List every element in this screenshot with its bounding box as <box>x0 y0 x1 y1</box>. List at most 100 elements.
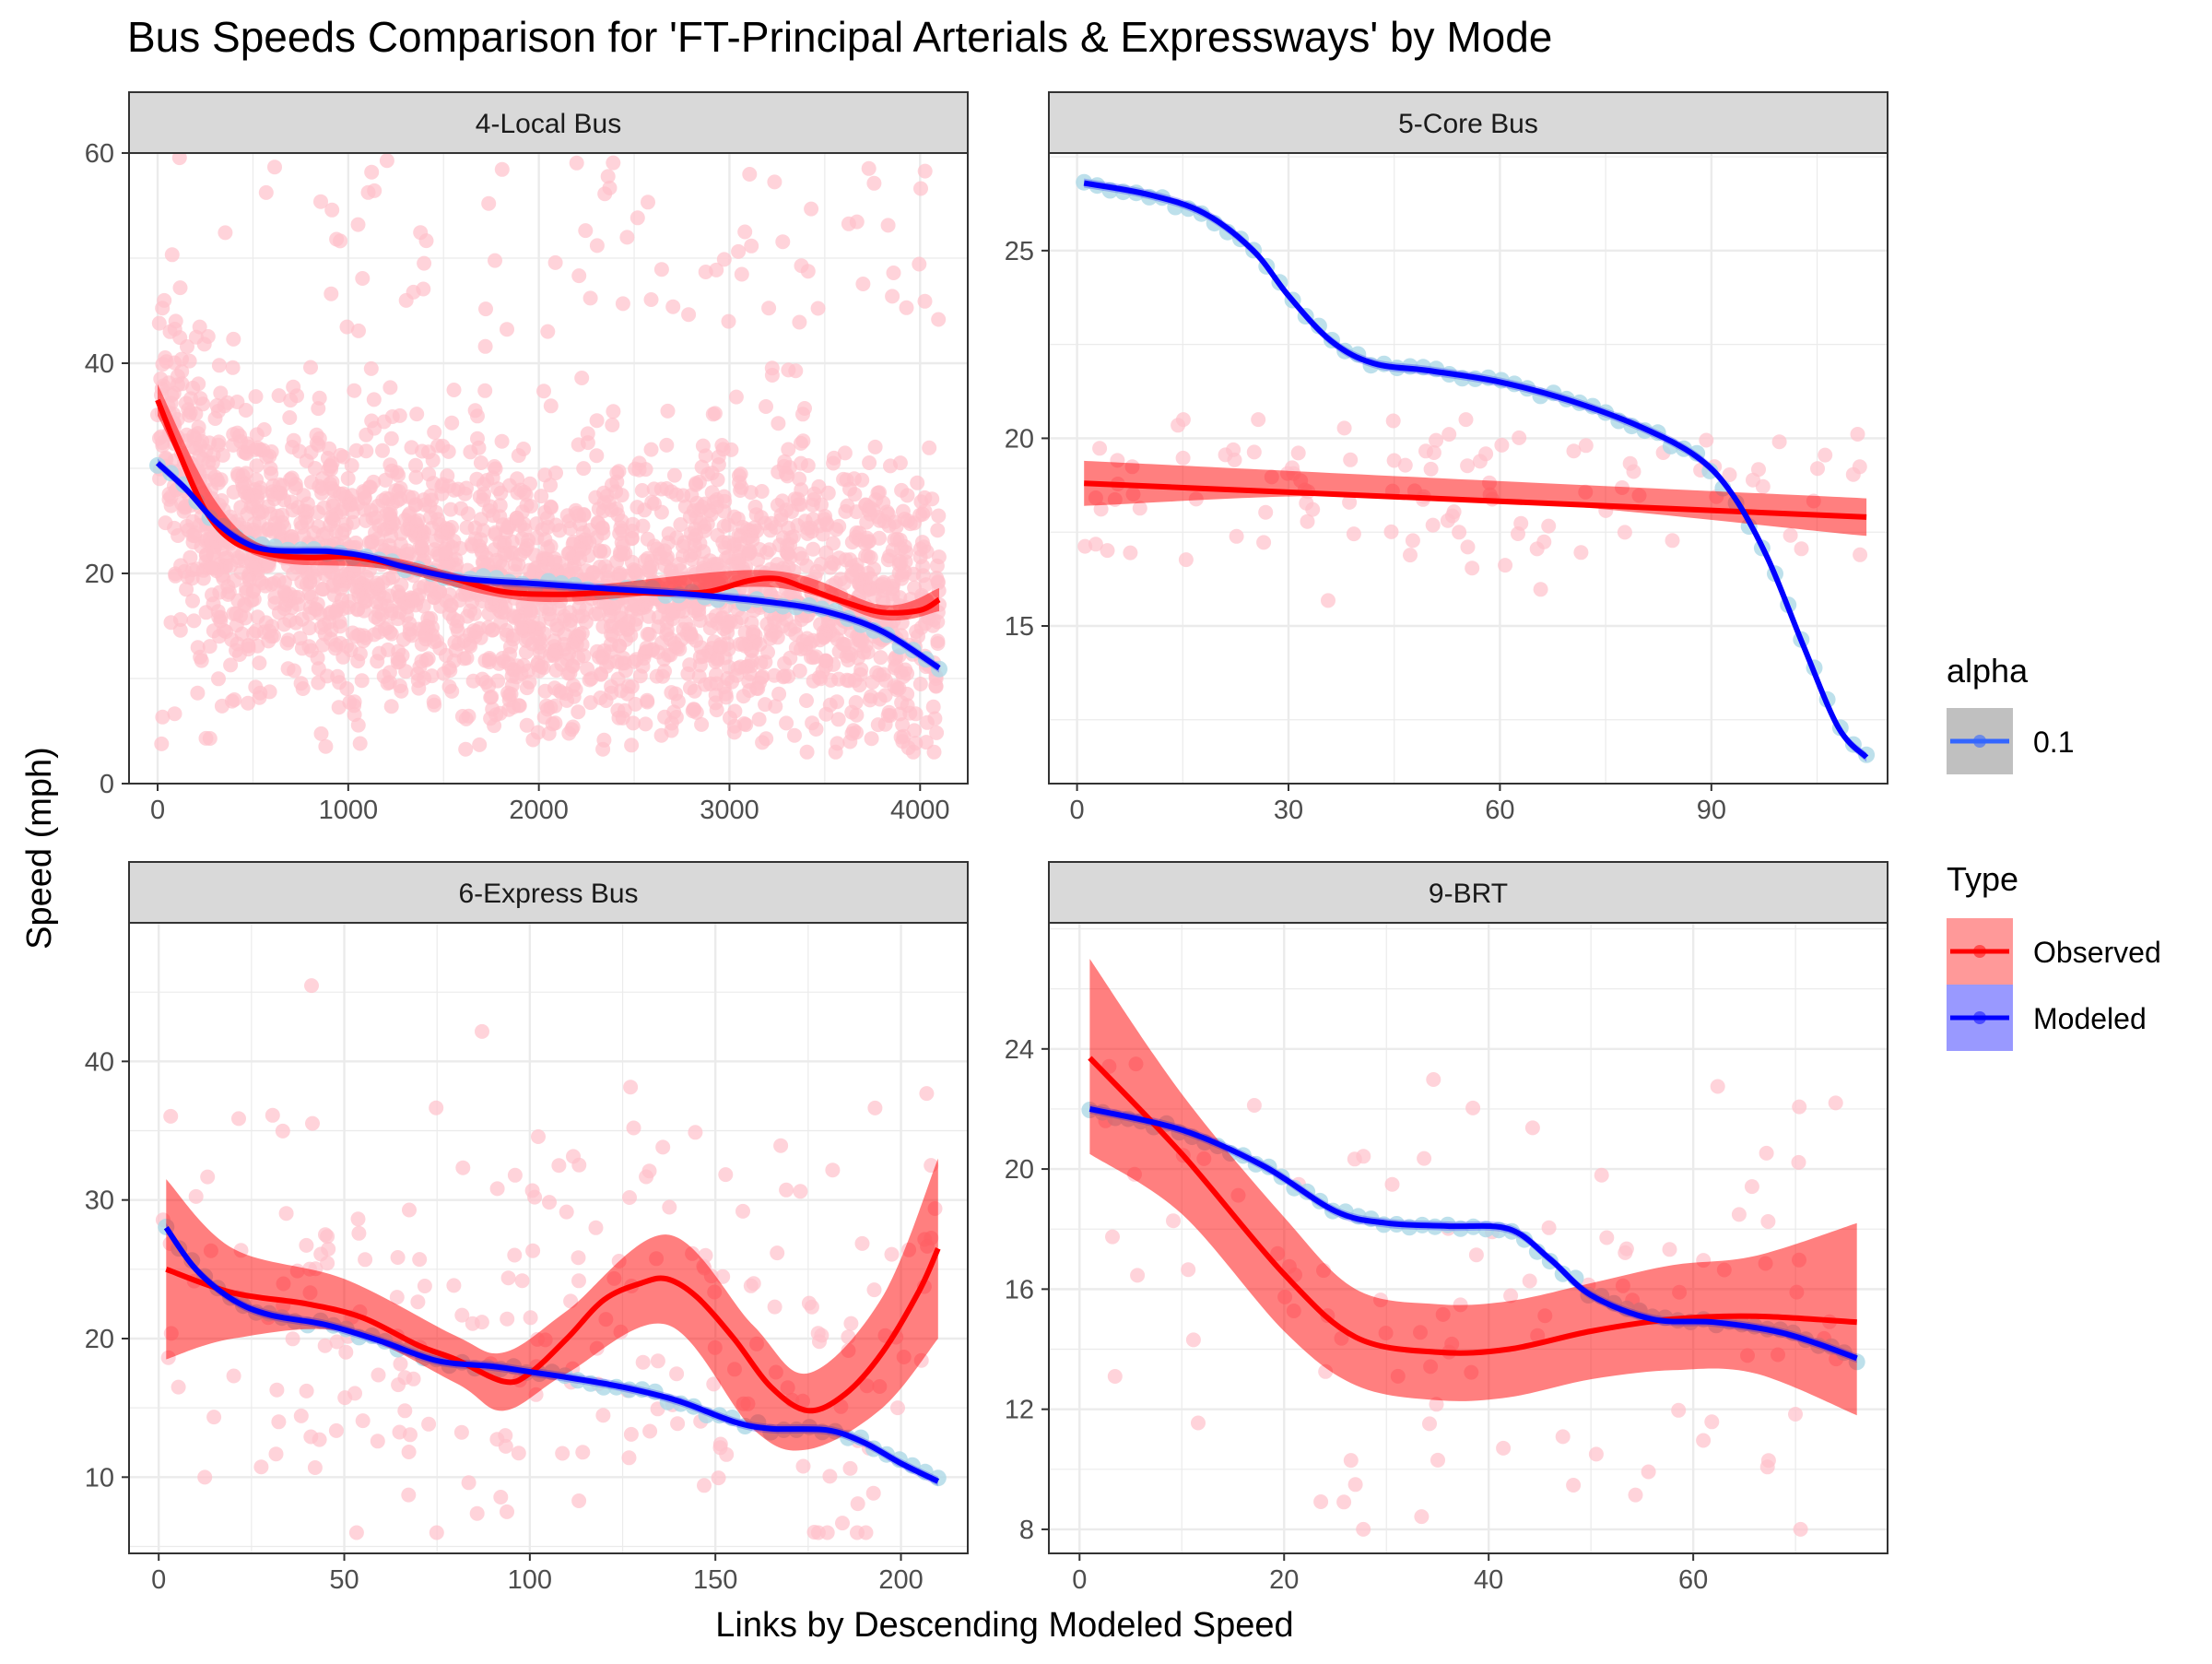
observed-point <box>1346 526 1361 542</box>
observed-point <box>599 488 615 503</box>
observed-point <box>571 704 586 720</box>
observed-point <box>1227 452 1242 467</box>
observed-point <box>1429 1397 1444 1412</box>
observed-point <box>531 1129 546 1144</box>
observed-point <box>313 726 329 741</box>
panel-border <box>128 152 969 785</box>
observed-point <box>560 546 576 561</box>
observed-point <box>1092 441 1108 456</box>
observed-point <box>595 619 611 634</box>
observed-point <box>1336 420 1352 436</box>
observed-point <box>483 499 499 514</box>
observed-point <box>1300 513 1315 529</box>
observed-point <box>855 277 871 291</box>
observed-point <box>507 1167 523 1183</box>
observed-point <box>835 1516 850 1531</box>
x-tick-label: 0 <box>1070 796 1085 825</box>
observed-point <box>357 502 371 517</box>
observed-point <box>1423 461 1439 477</box>
observed-point <box>867 1100 883 1115</box>
observed-point <box>930 523 946 538</box>
observed-point <box>900 666 915 681</box>
observed-point <box>761 301 777 316</box>
observed-point <box>929 571 945 585</box>
observed-point <box>931 508 947 524</box>
observed-point <box>265 1107 280 1123</box>
observed-point <box>818 545 834 561</box>
observed-point <box>635 1354 651 1370</box>
observed-point <box>430 438 445 454</box>
observed-point <box>779 611 794 627</box>
observed-point <box>846 723 862 738</box>
observed-point <box>339 639 354 654</box>
observed-point <box>867 439 883 454</box>
observed-point <box>463 444 478 460</box>
observed-point <box>347 579 363 595</box>
observed-point <box>299 1237 314 1253</box>
observed-point <box>375 574 391 590</box>
observed-point <box>371 1367 386 1383</box>
observed-point <box>324 202 340 218</box>
observed-point <box>300 496 315 512</box>
y-tick-label: 30 <box>85 1186 114 1216</box>
observed-point <box>493 1490 509 1505</box>
observed-point <box>822 1469 838 1484</box>
observed-point <box>1130 1268 1146 1283</box>
observed-point <box>771 686 787 702</box>
observed-point <box>585 565 601 580</box>
observed-point <box>696 649 711 664</box>
observed-point <box>1794 541 1809 557</box>
observed-point <box>537 504 553 520</box>
observed-point <box>376 414 392 430</box>
observed-point <box>848 695 864 710</box>
observed-smooth-line <box>1088 1056 1857 1356</box>
x-tick-label: 50 <box>329 1565 359 1595</box>
observed-point <box>275 1123 290 1139</box>
facet-strip <box>1048 91 1888 154</box>
observed-point <box>629 210 645 226</box>
observed-point <box>1555 1429 1571 1445</box>
observed-point <box>820 485 836 501</box>
observed-point <box>177 500 193 515</box>
observed-point <box>503 686 519 702</box>
observed-point <box>487 459 502 474</box>
observed-point <box>623 628 639 643</box>
observed-point <box>1383 524 1399 539</box>
observed-point <box>893 554 909 570</box>
observed-point <box>368 525 383 540</box>
facet-strip-label: 4-Local Bus <box>476 109 621 139</box>
observed-point <box>598 693 614 708</box>
observed-point <box>393 1356 408 1372</box>
observed-point <box>241 572 257 588</box>
observed-point <box>417 1279 432 1293</box>
observed-point <box>1465 561 1480 576</box>
observed-point <box>872 667 888 683</box>
observed-point <box>574 371 590 385</box>
observed-point <box>606 155 621 171</box>
observed-point <box>1422 1416 1437 1432</box>
observed-point <box>459 520 475 536</box>
observed-point <box>328 1422 344 1438</box>
observed-point <box>196 336 212 352</box>
observed-point <box>861 160 877 176</box>
observed-point <box>721 313 736 329</box>
observed-point <box>1533 582 1548 597</box>
observed-point <box>600 169 616 184</box>
observed-point <box>248 389 264 405</box>
observed-point <box>677 499 693 514</box>
y-tick-label: 15 <box>1005 612 1034 642</box>
x-tick-label: 30 <box>1274 796 1303 825</box>
observed-point <box>771 416 786 431</box>
observed-point <box>564 722 580 738</box>
observed-point <box>358 630 373 645</box>
observed-point <box>462 636 477 652</box>
observed-point <box>688 603 702 619</box>
observed-point <box>498 1428 513 1444</box>
y-tick-label: 20 <box>85 560 114 589</box>
observed-point <box>844 567 860 583</box>
observed-point <box>698 448 713 464</box>
observed-point <box>370 1434 385 1449</box>
observed-point <box>1850 427 1865 442</box>
observed-point <box>246 626 262 642</box>
observed-point <box>449 619 465 634</box>
